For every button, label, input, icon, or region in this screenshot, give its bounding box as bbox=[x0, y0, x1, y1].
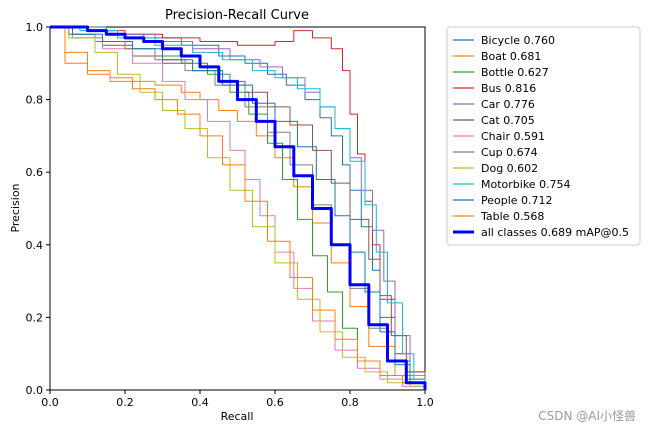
series-line-table bbox=[50, 26, 426, 390]
legend-label: Motorbike 0.754 bbox=[481, 178, 571, 191]
legend-label: People 0.712 bbox=[481, 194, 553, 207]
x-tick-label: 0.0 bbox=[41, 396, 59, 409]
x-tick-label: 0.8 bbox=[341, 396, 359, 409]
legend-label: Dog 0.602 bbox=[481, 162, 538, 175]
series-line-cup bbox=[50, 26, 426, 390]
series-line-dog bbox=[50, 26, 426, 390]
legend-label: all classes 0.689 mAP@0.5 bbox=[481, 226, 629, 239]
legend-label: Bottle 0.627 bbox=[481, 66, 549, 79]
x-tick-label: 0.4 bbox=[191, 396, 209, 409]
series-line-people bbox=[50, 26, 426, 390]
legend-label: Cat 0.705 bbox=[481, 114, 535, 127]
x-axis-title: Recall bbox=[221, 410, 254, 423]
plot-frame bbox=[49, 26, 426, 391]
legend-label: Car 0.776 bbox=[481, 98, 535, 111]
x-tick-label: 0.2 bbox=[116, 396, 134, 409]
legend-label: Bus 0.816 bbox=[481, 82, 536, 95]
legend-box bbox=[446, 26, 641, 246]
legend-label: Table 0.568 bbox=[480, 210, 544, 223]
legend-label: Bicycle 0.760 bbox=[481, 34, 555, 47]
y-tick-label: 0.4 bbox=[26, 239, 44, 252]
x-tick-label: 0.6 bbox=[266, 396, 284, 409]
y-tick-label: 0.0 bbox=[26, 384, 44, 397]
legend-label: Cup 0.674 bbox=[481, 146, 538, 159]
x-tick-label: 1.0 bbox=[416, 396, 434, 409]
legend-label: Boat 0.681 bbox=[481, 50, 541, 63]
legend: Bicycle 0.760 Boat 0.681 Bottle 0.627 Bus 0… bbox=[446, 26, 641, 246]
series-line-all-classes bbox=[50, 25, 427, 390]
plot-area: 0.0 0.2 0.4 0.6 0.8 1.0 0.0 0.2 0.4 0.6 0.8 1.0 bbox=[26, 21, 434, 409]
chart-title: Precision-Recall Curve bbox=[165, 8, 309, 23]
y-axis-title: Precision bbox=[9, 183, 22, 232]
y-tick-label: 0.8 bbox=[26, 94, 44, 107]
watermark-text: CSDN @AI小怪兽 bbox=[538, 409, 636, 423]
y-tick-label: 0.2 bbox=[26, 311, 44, 324]
legend-label: Chair 0.591 bbox=[481, 130, 545, 143]
y-tick-label: 0.6 bbox=[26, 166, 44, 179]
y-tick-label: 1.0 bbox=[26, 21, 44, 34]
